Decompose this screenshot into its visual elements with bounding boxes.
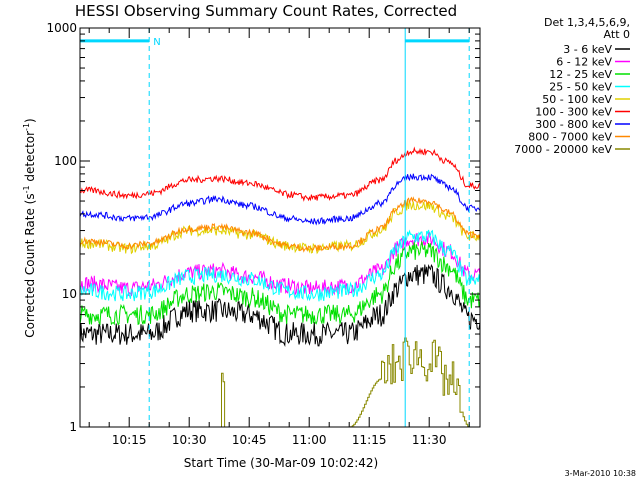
legend-label: 25 - 50 keV	[549, 81, 612, 94]
x-tick-label: 10:45	[232, 433, 267, 447]
legend-label: 12 - 25 keV	[549, 68, 612, 81]
x-tick-label: 10:15	[112, 433, 147, 447]
chart-title: HESSI Observing Summary Count Rates, Cor…	[75, 2, 457, 20]
series-line	[80, 337, 480, 427]
y-axis-label-main: Corrected Count Rate (s	[23, 193, 37, 337]
y-tick-label: 100	[54, 154, 77, 168]
legend-label: 3 - 6 keV	[563, 43, 612, 56]
legend-label: 800 - 7000 keV	[528, 131, 612, 144]
series-1	[80, 264, 480, 348]
legend-label: 50 - 100 keV	[542, 93, 612, 106]
x-tick-label: 11:00	[292, 433, 327, 447]
legend-header-line1: Det 1,3,4,5,6,9,	[544, 16, 630, 29]
legend-label: 100 - 300 keV	[535, 106, 612, 119]
y-tick-label: 1000	[46, 21, 77, 35]
legend-label: 7000 - 20000 keV	[514, 143, 612, 156]
series-7	[80, 173, 480, 226]
x-axis-label: Start Time (30-Mar-09 10:02:42)	[184, 456, 378, 470]
series-3	[80, 241, 480, 326]
legend-label: 6 - 12 keV	[556, 56, 612, 69]
y-axis-label: Corrected Count Rate (s-1 detector-1)	[22, 118, 37, 337]
series-8	[80, 196, 480, 253]
y-tick-label: 10	[62, 287, 77, 301]
x-axis: 10:15 10:30 10:45 11:00 11:15 11:30	[88, 28, 470, 447]
plot-frame	[79, 27, 481, 428]
x-tick-label: 11:30	[412, 433, 447, 447]
x-tick-label: 10:30	[172, 433, 207, 447]
series-line	[80, 199, 480, 255]
series-5	[80, 199, 480, 255]
x-tick-label: 11:15	[352, 433, 387, 447]
series-line	[80, 241, 480, 326]
legend-header-line2: Att 0	[604, 28, 630, 41]
y-axis-label-mid: detector	[23, 131, 37, 186]
series-line	[80, 229, 480, 302]
series-line	[80, 196, 480, 253]
series-line	[80, 146, 480, 202]
series-line	[80, 264, 480, 348]
y-axis: 1 10 100 1000	[46, 21, 480, 434]
series-6	[80, 146, 480, 202]
night-label: N	[153, 37, 160, 48]
y-axis-label-sup2: -1	[22, 123, 31, 131]
series-4	[80, 229, 480, 302]
legend-label: 300 - 800 keV	[535, 118, 612, 131]
series-layer	[80, 146, 480, 427]
series-9	[80, 337, 480, 427]
timestamp: 3-Mar-2010 10:38	[565, 469, 636, 478]
y-axis-label-end: )	[23, 118, 37, 123]
y-axis-label-sup1: -1	[22, 185, 31, 193]
y-tick-label: 1	[69, 420, 77, 434]
series-line	[80, 173, 480, 226]
